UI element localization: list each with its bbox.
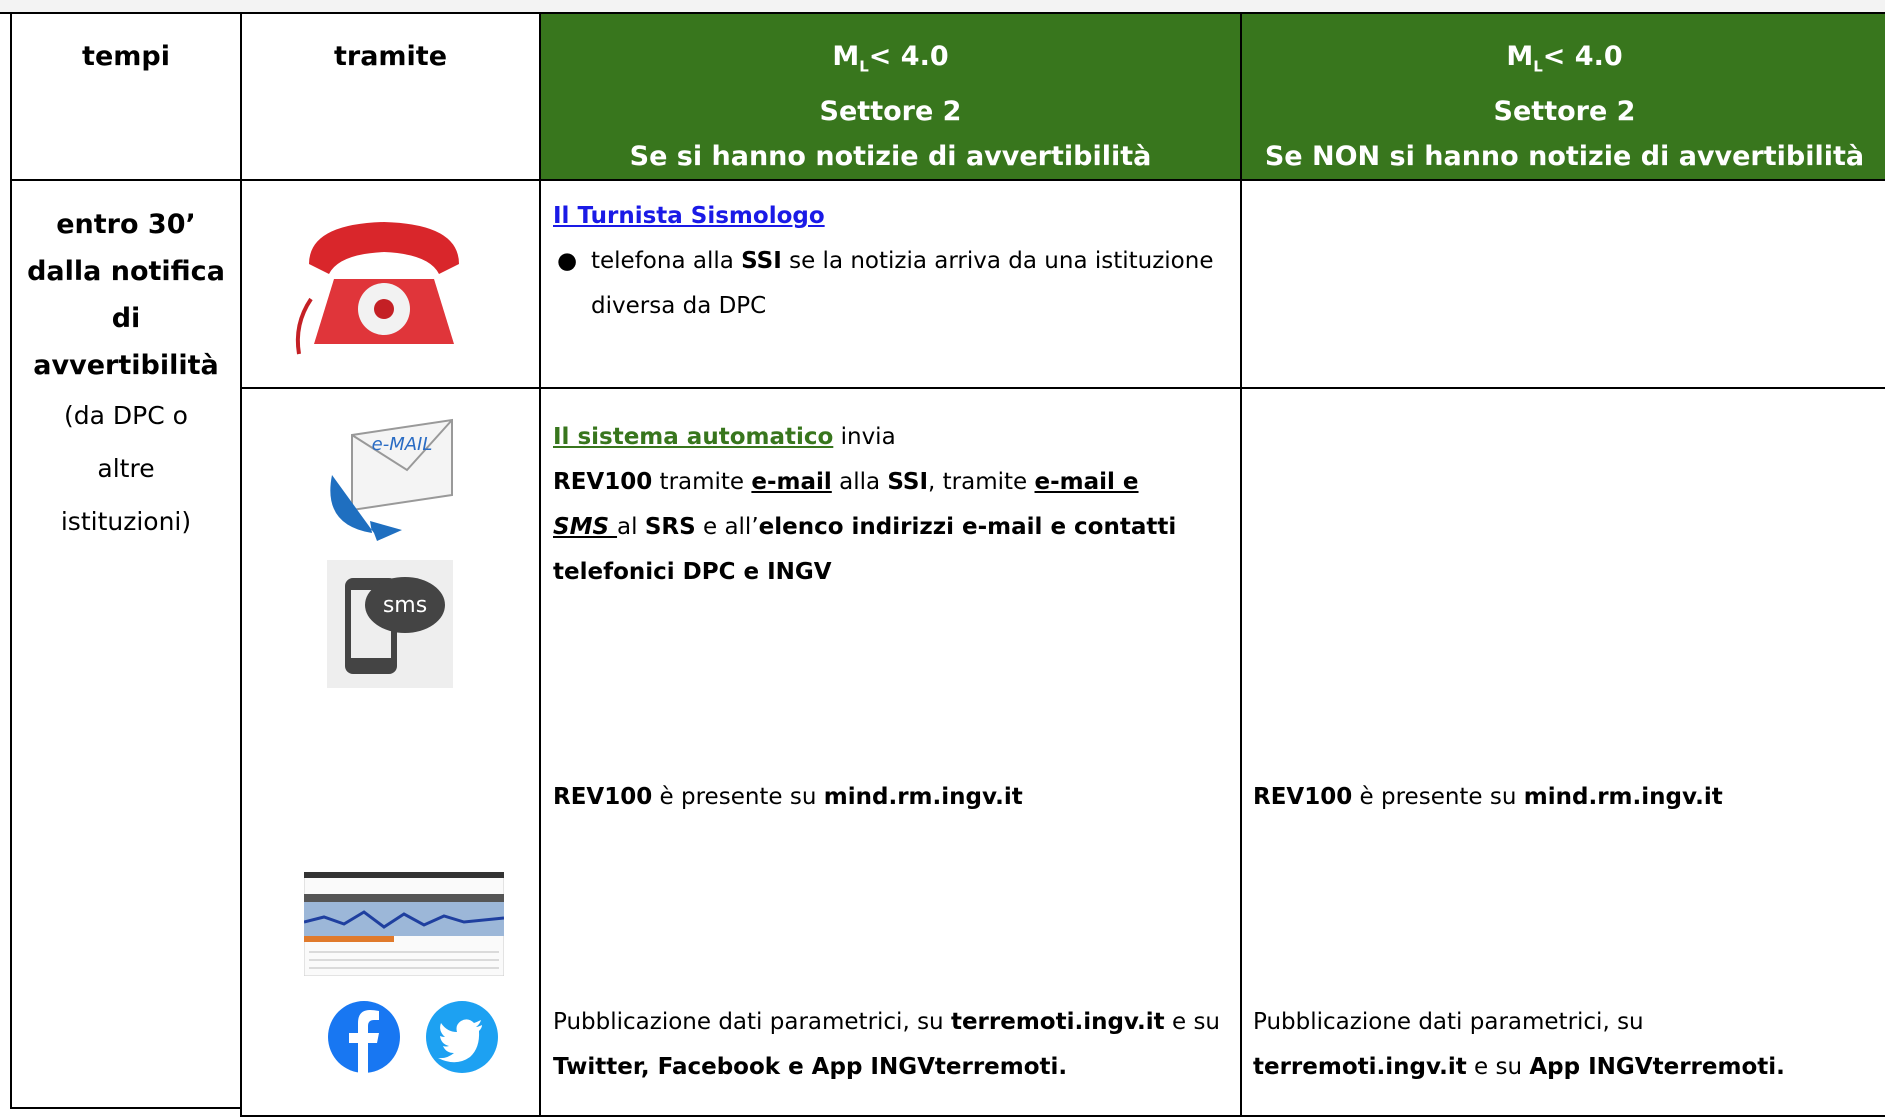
bullet: ● bbox=[557, 248, 578, 274]
text-block: Pubblicazione dati parametrici, su terre… bbox=[1253, 1000, 1853, 1090]
bullet-item: ● telefona alla SSI se la notizia arriva… bbox=[553, 239, 1223, 329]
phone-icon bbox=[295, 222, 459, 355]
header-text: < 4.0 bbox=[868, 41, 949, 72]
text-segment: mind.rm.ingv.it bbox=[1523, 784, 1723, 810]
text-segment: elenco indirizzi e-mail e contatti telef… bbox=[553, 514, 1177, 585]
text-block: REV100 tramite e-mail alla SSI, tramite … bbox=[553, 460, 1193, 595]
header-text: M bbox=[1506, 41, 1534, 72]
bullet-text: telefona alla SSI se la notizia arriva d… bbox=[553, 239, 1223, 329]
time-line: altre bbox=[97, 454, 155, 483]
text-segment: mind.rm.ingv.it bbox=[823, 784, 1023, 810]
text-block: Il Turnista Sismologo bbox=[553, 194, 1223, 239]
icon-label: e-MAIL bbox=[372, 434, 433, 455]
header-line: Se si hanno notizie di avvertibilità bbox=[629, 141, 1152, 173]
text-segment: SRS bbox=[644, 514, 696, 540]
time-line: di bbox=[111, 303, 141, 334]
header-cell: ML< 4.0 Settore 2 Se si hanno notizie di… bbox=[539, 12, 1242, 181]
header-line: ML< 4.0 bbox=[541, 34, 1240, 89]
text-block: Pubblicazione dati parametrici, su terre… bbox=[553, 1000, 1233, 1090]
text-segment: è presente su bbox=[1352, 784, 1524, 810]
time-line: entro 30’ bbox=[56, 209, 196, 240]
text-segment: è presente su bbox=[652, 784, 824, 810]
text-segment: , tramite bbox=[928, 469, 1035, 495]
text-segment: App INGVterremoti. bbox=[1529, 1054, 1785, 1080]
text-segment: SMS bbox=[553, 514, 618, 540]
text-segment: e all’ bbox=[695, 514, 759, 540]
icon-label: sms bbox=[383, 593, 427, 618]
header-cell: tempi bbox=[10, 12, 242, 181]
text-segment: Pubblicazione dati parametrici, su bbox=[553, 1009, 951, 1035]
header-line: ML< 4.0 bbox=[1242, 34, 1885, 89]
text-segment: REV100 bbox=[1253, 784, 1353, 810]
sms-icon: sms bbox=[327, 560, 453, 688]
header-line: Se NON si hanno notizie di avvertibilità bbox=[1264, 141, 1865, 173]
content-cell bbox=[1240, 179, 1885, 389]
time-cell: entro 30’ dalla notifica di avvertibilità (d… bbox=[10, 179, 242, 1109]
text-segment: terremoti.ingv.it bbox=[950, 1009, 1165, 1035]
text-segment: Twitter, Facebook e App INGVterremoti. bbox=[553, 1054, 1068, 1080]
text-segment: e-mail bbox=[751, 469, 832, 495]
header-line: Settore 2 bbox=[1493, 96, 1636, 128]
text-segment: REV100 bbox=[553, 469, 653, 495]
time-line: (da DPC o bbox=[64, 401, 188, 430]
text-segment: e su bbox=[1466, 1054, 1530, 1080]
text-segment: se la notizia arriva da una istituzione … bbox=[591, 248, 1214, 319]
text-segment: REV100 bbox=[553, 784, 653, 810]
text-segment: e su bbox=[1164, 1009, 1221, 1035]
header-sub: L bbox=[1533, 57, 1543, 76]
header-sub: L bbox=[859, 57, 869, 76]
text-block: REV100 è presente su mind.rm.ingv.it bbox=[553, 775, 1233, 820]
header-cell: ML< 4.0 Settore 2 Se NON si hanno notizi… bbox=[1240, 12, 1885, 181]
header-text: tramite bbox=[333, 41, 448, 72]
text-segment: e-mail e bbox=[1034, 469, 1139, 495]
text-segment: al bbox=[617, 514, 645, 540]
text-segment: SSI bbox=[887, 469, 929, 495]
text-segment: terremoti.ingv.it bbox=[1253, 1054, 1467, 1080]
text-segment: telefona alla bbox=[591, 248, 742, 274]
twitter-icon bbox=[426, 1001, 498, 1073]
text-segment: tramite bbox=[652, 469, 752, 495]
email-icon: e-MAIL bbox=[330, 418, 453, 541]
website-screenshot bbox=[304, 872, 504, 976]
text-segment: Pubblicazione dati parametrici, su bbox=[1253, 1009, 1644, 1035]
header-text: M bbox=[832, 41, 860, 72]
text-segment: alla bbox=[831, 469, 888, 495]
header-cell: tramite bbox=[240, 12, 541, 181]
text-block: REV100 è presente su mind.rm.ingv.it bbox=[1253, 775, 1873, 820]
header-line: Settore 2 bbox=[819, 96, 962, 128]
text-segment: SSI bbox=[741, 248, 782, 274]
link[interactable]: Il Turnista Sismologo bbox=[553, 203, 825, 229]
header-text: < 4.0 bbox=[1542, 41, 1623, 72]
link[interactable]: Il sistema automatico bbox=[553, 424, 834, 450]
time-line: istituzioni) bbox=[60, 507, 192, 536]
header-text: tempi bbox=[82, 41, 170, 72]
text-block: Il sistema automatico invia bbox=[553, 415, 1233, 460]
text-segment: invia bbox=[833, 424, 896, 450]
time-line: dalla notifica bbox=[27, 256, 225, 287]
time-line: avvertibilità bbox=[33, 350, 219, 381]
facebook-icon bbox=[328, 1001, 400, 1073]
